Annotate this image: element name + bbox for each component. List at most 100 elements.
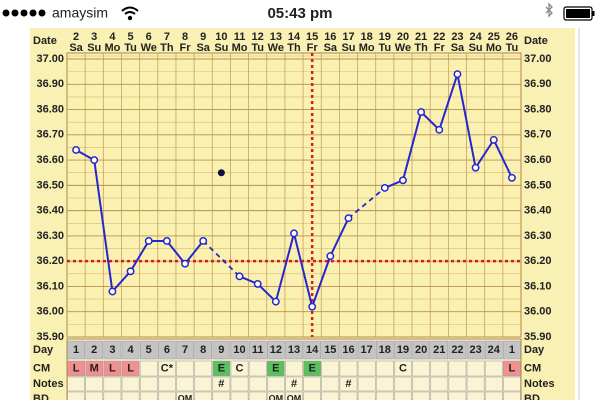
gap-bridge: [347, 187, 386, 219]
battery-level: [566, 9, 590, 18]
cycle-day: 20: [415, 344, 427, 356]
cycle-day: 24: [488, 344, 501, 356]
y-tick-label: 36.20: [36, 255, 64, 267]
temperature-point: [90, 156, 99, 165]
row-cell: [430, 340, 449, 360]
cycle-day: 13: [288, 344, 300, 356]
row-cell: [158, 340, 176, 360]
row-cell: [121, 360, 140, 377]
row-cell: [430, 376, 449, 392]
plot-area: [66, 52, 522, 338]
temperature-point: [126, 267, 135, 276]
temperature-point: [235, 272, 244, 281]
y-tick-label-right: 36.40: [524, 205, 552, 217]
row-cell: [303, 360, 321, 377]
weekday: Mo: [232, 42, 248, 54]
row-cell: [176, 391, 194, 400]
row-cell: [321, 340, 340, 360]
carrier: amaysim: [52, 5, 108, 21]
weekday: Tu: [506, 42, 519, 54]
row-cell: [267, 340, 285, 360]
temperature-point: [199, 237, 208, 245]
row-cell: [267, 391, 285, 400]
date-number: 14: [288, 31, 301, 43]
battery: [563, 6, 593, 21]
y-tick-label-right: 36.20: [524, 255, 552, 267]
y-tick-label-right: 36.60: [524, 154, 552, 166]
row-cell: [248, 391, 267, 400]
temperature-point: [399, 176, 407, 185]
temperature-point: [435, 125, 444, 134]
temperature-point: [471, 163, 480, 172]
row-cell: [375, 340, 394, 360]
row-cell: [194, 391, 213, 400]
weekday: We: [395, 42, 411, 54]
row-cell: [230, 360, 249, 377]
cycle-day: 22: [451, 344, 463, 356]
weekday: Sa: [451, 42, 465, 54]
y-tick-label-right: 36.90: [524, 78, 552, 90]
row-cell: [176, 376, 194, 392]
row-cell: [412, 376, 430, 392]
date-number: 4: [109, 31, 116, 43]
date-number: 13: [270, 31, 282, 43]
y-tick-label-right: 36.00: [524, 306, 552, 318]
cycle-day: 7: [182, 344, 188, 356]
date-label: Date: [33, 35, 57, 47]
status-bar: [0, 0, 600, 28]
row-cell: [357, 391, 376, 400]
row-cell: [339, 391, 358, 400]
y-tick-label-right: 36.70: [524, 129, 552, 141]
temperature-point: [271, 297, 280, 306]
temperature-point: [489, 135, 498, 144]
cycle-day: 3: [109, 344, 115, 356]
row-cell: [484, 340, 503, 360]
row-cell: [103, 360, 122, 377]
row-cell: [339, 340, 358, 360]
weekday: We: [141, 42, 157, 54]
row-cell: [285, 376, 303, 392]
row-cell: [176, 360, 194, 377]
row-cell: [484, 376, 503, 392]
weekday: Su: [341, 42, 355, 54]
row-entry: E: [218, 362, 225, 374]
row-cell: [121, 340, 140, 360]
date-number: 16: [324, 31, 336, 43]
date-number: 19: [379, 31, 391, 43]
date-number: 23: [451, 31, 463, 43]
weekday: Th: [160, 42, 174, 54]
row-entry: L: [109, 362, 116, 374]
weekday: Fr: [434, 42, 446, 54]
temperature-point: [162, 237, 171, 245]
row-cell: [394, 391, 412, 400]
row-entry: OM: [178, 393, 193, 400]
date-number: 12: [252, 31, 264, 43]
row-cell: [430, 360, 449, 377]
row-cell: [357, 360, 376, 377]
row-label: Day: [33, 344, 54, 356]
row-cell: [158, 376, 176, 392]
row-cell: [412, 340, 430, 360]
y-tick-label: 36.70: [36, 129, 64, 141]
row-cell: [121, 391, 140, 400]
row-label: CM: [33, 362, 50, 374]
row-cell: [158, 360, 176, 377]
weekday: Th: [414, 42, 428, 54]
cycle-day: 18: [379, 344, 391, 356]
row-cell: [357, 340, 376, 360]
cycle-day: 17: [361, 344, 373, 356]
y-tick-label: 36.90: [36, 78, 64, 90]
date-number: 3: [91, 31, 97, 43]
row-entry: C: [236, 362, 244, 374]
row-cell: [103, 340, 122, 360]
row-cell: [503, 360, 521, 377]
row-cell: [139, 376, 158, 392]
temperature-point: [417, 108, 426, 117]
weekday: Mo: [104, 42, 120, 54]
row-cell: [285, 391, 303, 400]
row-label-right: Day: [524, 344, 545, 356]
y-tick-label: 36.50: [36, 179, 64, 191]
row-cell: [67, 376, 85, 392]
row-cell: [67, 340, 85, 360]
date-number: 11: [234, 31, 246, 43]
